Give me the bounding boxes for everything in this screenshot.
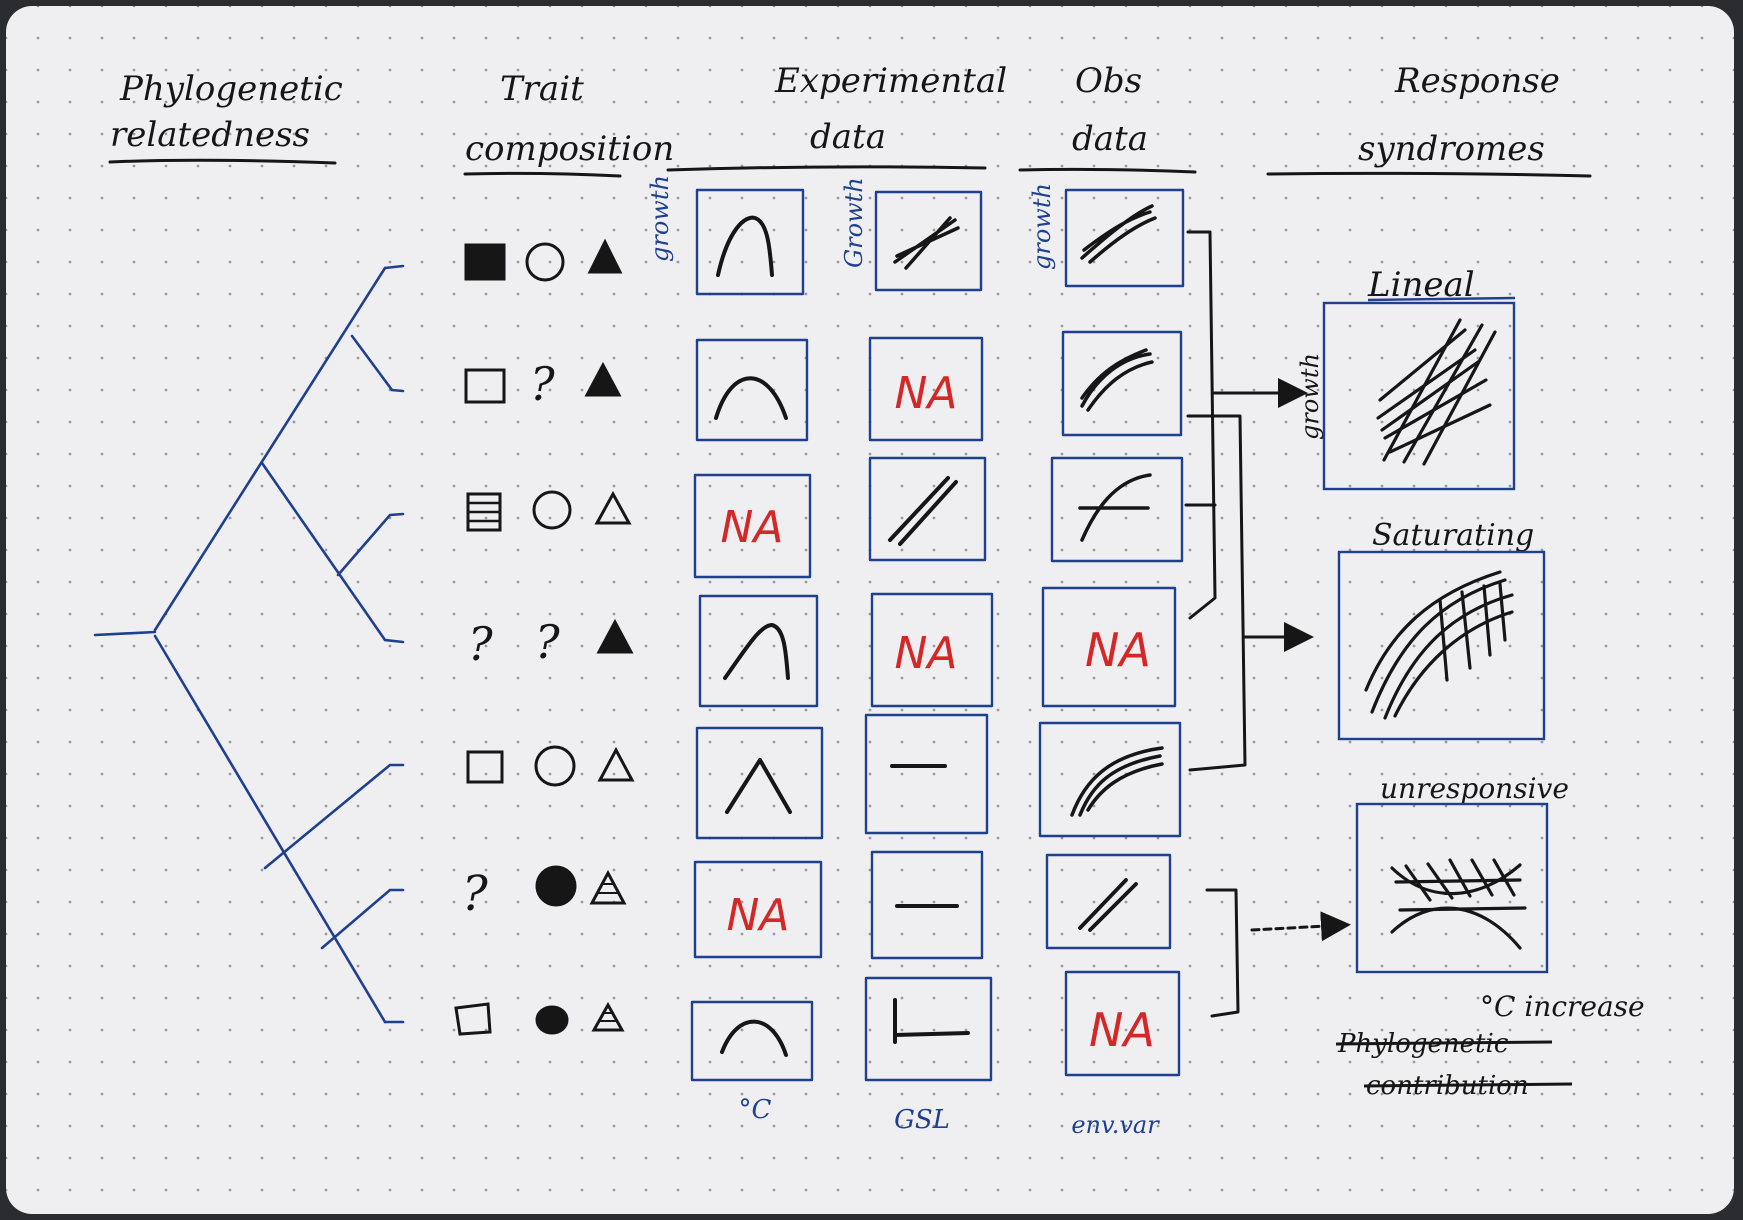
triangle-striped-icon: [589, 869, 627, 905]
triangle-filled-icon: [584, 361, 622, 397]
unknown-icon: ?: [535, 615, 560, 669]
exp-temp-panel-3: NA: [693, 473, 812, 579]
triangle-filled-icon: [596, 618, 634, 654]
square-empty-icon: [466, 750, 504, 784]
exp-gsl-y-label: Growth: [840, 177, 868, 268]
exp-temp-y-label: growth: [646, 175, 674, 262]
unknown-icon: ?: [530, 357, 555, 411]
exp-temp-panel-7: [690, 1000, 814, 1082]
header-underlines: [108, 158, 1592, 178]
header-exp-line1: Experimental: [774, 61, 1007, 101]
exp-gsl-panel-3: [868, 456, 987, 562]
obs-panel-3: [1050, 456, 1184, 563]
header-phylo-line1: Phylogenetic: [119, 69, 343, 109]
header-trait-line1: Trait: [500, 69, 584, 109]
syndrome-unresponsive-label: unresponsive: [1380, 772, 1569, 805]
header-obs-line1: Obs: [1075, 61, 1142, 101]
exp-gsl-panel-2: NA: [868, 336, 984, 442]
exp-temp-column: NA NA: [690, 188, 824, 1082]
trait-composition: ? ? ? ?: [454, 238, 635, 1036]
exp-gsl-panel-1: [874, 190, 983, 292]
header-resp-line1: Response: [1394, 61, 1560, 101]
header-obs-line2: data: [1072, 119, 1148, 159]
strike-through: [1335, 1040, 1573, 1088]
column-headers: Phylogenetic relatedness Trait compositi…: [110, 61, 1560, 169]
square-empty-icon: [464, 368, 506, 404]
exp-temp-panel-5: [695, 726, 824, 840]
arrow-to-unresponsive: [1250, 911, 1351, 942]
header-trait-line2: composition: [465, 129, 674, 169]
obs-panel-6: [1045, 853, 1172, 950]
circle-filled-icon: [535, 865, 577, 907]
exp-gsl-x-label: GSL: [894, 1105, 950, 1135]
unknown-icon: ?: [468, 617, 493, 671]
triangle-striped-icon: [591, 1001, 625, 1032]
triangle-empty-icon: [597, 746, 635, 782]
na-label: NA: [720, 502, 783, 553]
circle-filled-icon: [535, 1005, 569, 1035]
square-filled-icon: [464, 243, 506, 281]
obs-panel-7: NA: [1064, 970, 1181, 1077]
linear-y-label: growth: [1296, 353, 1324, 440]
obs-y-label: growth: [1028, 183, 1056, 270]
syndrome-saturating: Saturating: [1337, 518, 1546, 741]
triangle-filled-icon: [587, 238, 623, 274]
obs-panel-4: NA: [1041, 586, 1177, 708]
header-phylo-line2: relatedness: [110, 115, 310, 155]
circle-empty-icon: [532, 490, 572, 530]
na-label: NA: [894, 368, 957, 419]
exp-gsl-panel-4: NA: [870, 592, 994, 708]
triangle-empty-icon: [594, 490, 632, 525]
exp-temp-panel-6: NA: [693, 860, 823, 959]
exp-gsl-column: NA NA: [864, 190, 994, 1082]
header-exp-line2: data: [810, 117, 886, 157]
exp-gsl-panel-5: [864, 713, 989, 835]
na-label: NA: [726, 890, 789, 941]
exp-temp-panel-1: [695, 188, 805, 296]
connectors: [1184, 230, 1351, 1018]
phylogenetic-tree: [93, 264, 405, 1024]
header-resp-line2: syndromes: [1358, 129, 1545, 169]
syndrome-linear: Lineal growth: [1296, 265, 1516, 491]
exp-gsl-panel-6: [870, 850, 984, 960]
obs-column: NA NA: [1038, 188, 1185, 1077]
obs-panel-5: [1038, 721, 1182, 838]
na-label: NA: [1085, 623, 1151, 677]
obs-x-label: env.var: [1071, 1111, 1160, 1139]
square-empty-icon: [454, 1002, 492, 1036]
dot-grid: [6, 6, 1734, 1214]
na-label: NA: [1089, 1003, 1155, 1057]
syndrome-unresponsive: unresponsive: [1355, 772, 1569, 974]
c-increase-note: °C increase: [1480, 990, 1645, 1023]
circle-empty-icon: [525, 242, 565, 282]
syndrome-saturating-label: Saturating: [1372, 518, 1534, 553]
circle-empty-icon: [534, 745, 576, 787]
exp-temp-panel-4: [698, 594, 819, 708]
exp-temp-x-label: °C: [739, 1095, 772, 1125]
exp-gsl-panel-7: [864, 976, 993, 1082]
exp-temp-panel-2: [695, 338, 809, 442]
obs-panel-1: [1064, 188, 1185, 288]
na-label: NA: [894, 628, 957, 679]
unknown-icon: ?: [462, 866, 488, 922]
obs-panel-2: [1061, 330, 1183, 437]
